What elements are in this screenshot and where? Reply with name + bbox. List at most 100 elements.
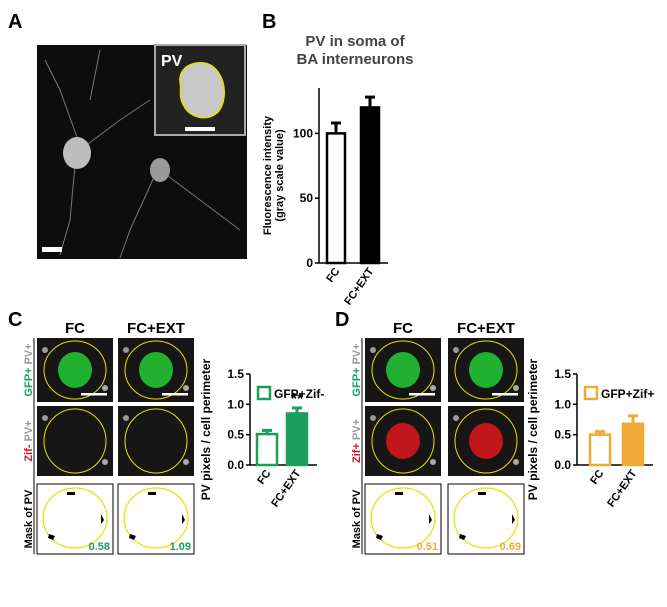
nucleus: [469, 423, 503, 459]
processes: [44, 49, 241, 259]
y-tick-label: 0: [306, 256, 313, 270]
x-tick-label: FC: [324, 266, 342, 285]
y-axis-label: PV pixels / cell perimeter: [526, 358, 540, 500]
micrograph: [37, 406, 113, 476]
y-tick-label: 0.0: [227, 458, 244, 472]
row-label-part: PV+: [351, 419, 363, 440]
legend-label: GFP+Zif+: [601, 387, 654, 401]
panel-label: B: [262, 11, 276, 33]
significance: **: [291, 391, 304, 408]
y-tick-label: 1.5: [554, 367, 571, 381]
row-label-part: GFP+: [351, 368, 363, 397]
scale-bar: [162, 393, 188, 396]
bar: [359, 106, 381, 265]
nucleus: [386, 352, 420, 388]
puncta: [370, 347, 376, 353]
x-tick-label: FC: [588, 468, 606, 487]
bar: [325, 132, 347, 265]
mask-frame: [447, 483, 525, 555]
row-label-part: Mask of PV: [351, 489, 363, 548]
puncta: [183, 459, 189, 465]
scale-bar: [492, 393, 518, 396]
x-tick-label: FC+EXT: [269, 468, 303, 510]
legend-swatch: [256, 385, 272, 401]
panel-label: D: [335, 309, 349, 331]
column-label: FC+EXT: [127, 320, 185, 337]
puncta: [102, 459, 108, 465]
row-label: GFP+ PV+: [23, 343, 35, 396]
x-tick-label: FC+EXT: [605, 468, 639, 510]
puncta: [513, 459, 519, 465]
legend-swatch: [583, 385, 599, 401]
row-label-part: Zif+: [351, 443, 363, 463]
row-label: Zif+ PV+: [351, 419, 363, 463]
bar: [621, 422, 645, 467]
row-label-part: PV+: [23, 420, 35, 441]
cell-outline: [453, 487, 519, 549]
x-tick-label: FC+EXT: [342, 266, 376, 308]
puncta: [42, 415, 48, 421]
y-tick-label: 1.0: [227, 397, 244, 411]
micrograph: [118, 406, 194, 476]
puncta: [453, 347, 459, 353]
puncta: [453, 415, 459, 421]
mask-frame: [117, 483, 195, 555]
puncta: [102, 385, 108, 391]
row-label: Zif- PV+: [23, 420, 35, 461]
row-label: Mask of PV: [23, 489, 35, 548]
chart-title: BA interneurons: [297, 51, 414, 68]
cell-outline: [370, 487, 436, 549]
scale-bar: [42, 247, 62, 252]
cell: [150, 158, 170, 182]
y-tick-label: 0.5: [227, 428, 244, 442]
row-label: Mask of PV: [351, 489, 363, 548]
puncta: [513, 385, 519, 391]
soma-outline: [179, 61, 225, 119]
y-tick-label: 50: [300, 191, 314, 205]
puncta: [183, 385, 189, 391]
cell-outline: [123, 487, 189, 549]
inset: [154, 44, 246, 136]
bar: [255, 432, 279, 467]
scale-bar: [185, 127, 215, 131]
puncta: [430, 459, 436, 465]
mask-value: 1.09: [170, 541, 191, 553]
row-label-part: PV+: [23, 343, 35, 364]
panel-label: A: [8, 11, 22, 33]
cell-outline: [371, 340, 435, 400]
y-tick-label: 1.0: [554, 397, 571, 411]
x-tick-label: FC: [255, 468, 273, 487]
mask-value: 0.69: [500, 541, 521, 553]
chart-title: PV in soma of: [305, 33, 405, 50]
column-label: FC: [65, 320, 85, 337]
y-tick-label: 0.5: [554, 428, 571, 442]
nucleus: [139, 352, 173, 388]
mask-frame: [36, 483, 114, 555]
cell-outline: [42, 487, 108, 549]
row-label: GFP+ PV+: [351, 343, 363, 396]
y-axis-label: Fluorescence intensity: [262, 115, 274, 235]
y-axis-label: (gray scale value): [274, 129, 286, 222]
row-label-part: Zif-: [23, 444, 35, 461]
column-label: FC+EXT: [457, 320, 515, 337]
nucleus: [58, 352, 92, 388]
row-label-part: GFP+: [23, 368, 35, 397]
mask-value: 0.58: [89, 541, 110, 553]
cell-outline: [454, 408, 518, 474]
mask-value: 0.51: [417, 541, 438, 553]
bar: [588, 433, 612, 467]
panel-label: C: [8, 309, 22, 331]
y-tick-label: 1.5: [227, 367, 244, 381]
cell-outline: [43, 408, 107, 474]
cell-outline: [454, 340, 518, 400]
scale-bar: [409, 393, 435, 396]
column-label: FC: [393, 320, 413, 337]
mask-frame: [364, 483, 442, 555]
scale-bar: [81, 393, 107, 396]
puncta: [430, 385, 436, 391]
puncta: [123, 347, 129, 353]
cell-outline: [43, 340, 107, 400]
puncta: [370, 415, 376, 421]
puncta: [42, 347, 48, 353]
